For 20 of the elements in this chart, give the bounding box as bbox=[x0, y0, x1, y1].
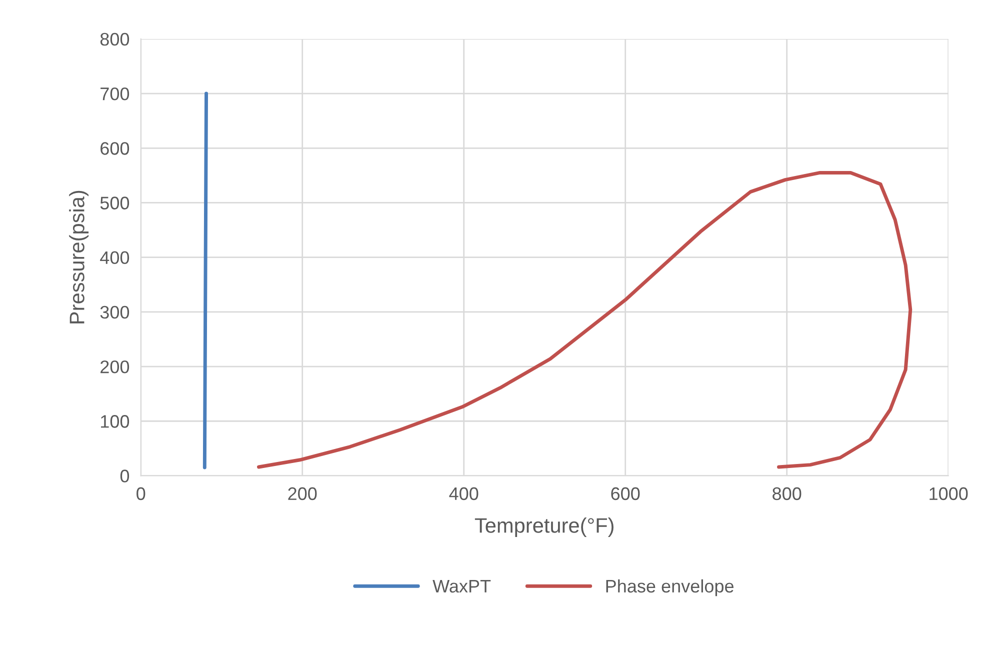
line-series bbox=[257, 170, 912, 469]
y-tick-label: 100 bbox=[101, 415, 130, 428]
y-tick-label: 700 bbox=[100, 87, 130, 100]
x-tick-label: 800 bbox=[772, 487, 802, 500]
x-tick-label: 1000 bbox=[930, 487, 968, 500]
y-tick-label: 400 bbox=[100, 251, 130, 264]
y-tick-label: 300 bbox=[100, 306, 130, 319]
y-tick-label: 200 bbox=[100, 360, 130, 374]
legend-label: WaxPT bbox=[432, 580, 491, 593]
y-tick-label: 0 bbox=[120, 470, 130, 482]
y-tick-label: 500 bbox=[100, 196, 130, 210]
x-tick-label: 600 bbox=[611, 487, 640, 500]
y-tick-label: 600 bbox=[100, 142, 130, 155]
x-tick-label: 200 bbox=[288, 487, 317, 500]
x-axis-title: Tempreture(°F) bbox=[474, 518, 614, 537]
x-tick-label: 0 bbox=[136, 487, 146, 500]
x-tick-label: 400 bbox=[449, 487, 478, 500]
legend-label: Phase envelope bbox=[606, 579, 734, 596]
y-tick-label: 800 bbox=[100, 32, 130, 46]
y-axis-title: Pressure(psia) bbox=[69, 190, 89, 324]
